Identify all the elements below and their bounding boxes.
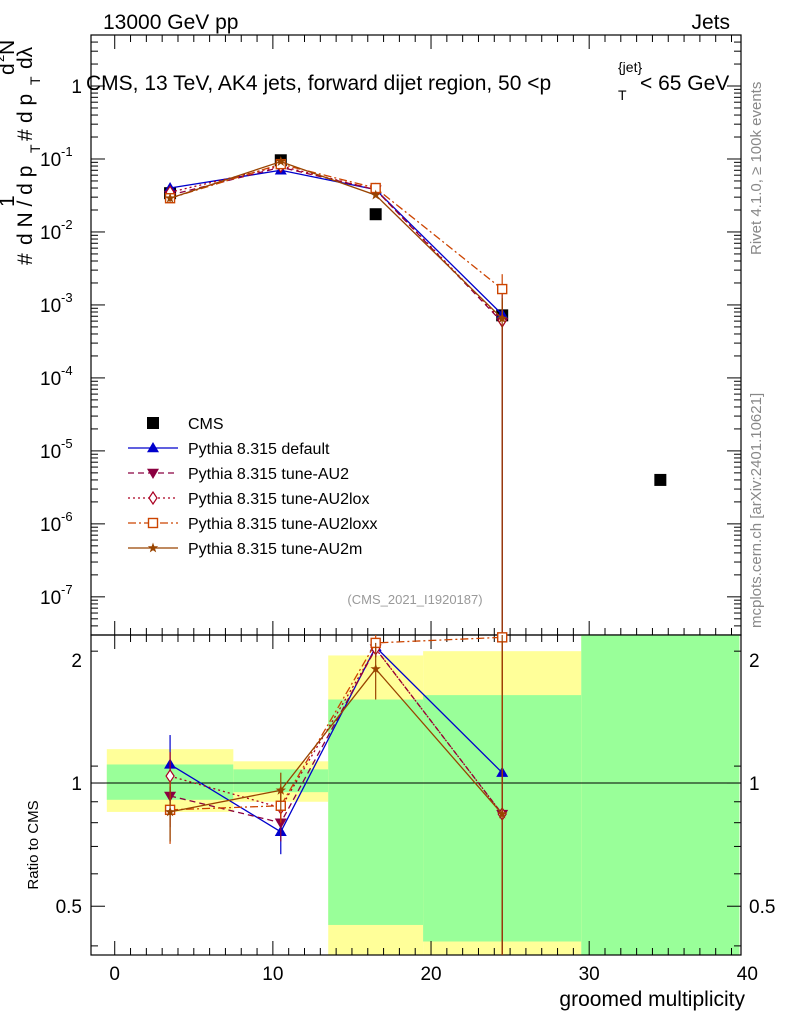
y-tick-exponent: -5 bbox=[61, 436, 73, 451]
legend-marker bbox=[148, 490, 158, 506]
legend-marker bbox=[147, 417, 159, 429]
legend-marker bbox=[147, 542, 159, 553]
title-sub-t: T bbox=[618, 87, 627, 103]
y-tick-exponent: -3 bbox=[61, 290, 73, 305]
green-band-2 bbox=[328, 699, 424, 925]
header-left: 13000 GeV pp bbox=[103, 11, 238, 34]
legend-marker bbox=[147, 517, 159, 529]
legend-marker bbox=[147, 468, 159, 479]
data-point bbox=[275, 156, 286, 167]
y-tick-exponent: -4 bbox=[61, 363, 73, 378]
series-3 bbox=[165, 158, 507, 635]
ylabel-sup2: 2 bbox=[0, 55, 7, 62]
legend-label: Pythia 8.315 default bbox=[188, 441, 330, 458]
ratio-point bbox=[275, 784, 286, 795]
title-tail: < 65 GeV bbox=[640, 72, 729, 95]
y-tick-exponent: -1 bbox=[61, 144, 73, 159]
data-point bbox=[164, 192, 176, 203]
y-tick-label: 10 bbox=[40, 588, 61, 609]
x-axis-label: groomed multiplicity bbox=[559, 988, 745, 1011]
ylabel-t1: T bbox=[27, 144, 43, 153]
ratio-ylabel: Ratio to CMS bbox=[25, 800, 42, 889]
ylabel-den: d N / d p bbox=[14, 166, 37, 245]
y-tick-label: 10 bbox=[40, 515, 61, 536]
legend-label: Pythia 8.315 tune-AU2lox bbox=[188, 491, 369, 508]
ylabel-t2: T bbox=[27, 76, 43, 85]
legend-label: Pythia 8.315 tune-AU2loxx bbox=[188, 516, 377, 533]
green-band-4 bbox=[581, 635, 740, 955]
ratio-series-4 bbox=[164, 635, 508, 955]
side-label-top: Rivet 4.1.0, ≥ 100k events bbox=[748, 82, 765, 255]
y-tick-label: 10 bbox=[40, 369, 61, 390]
title-text: CMS, 13 TeV, AK4 jets, forward dijet reg… bbox=[86, 72, 551, 95]
y-tick-exponent: -7 bbox=[61, 582, 73, 597]
ratio-frame bbox=[90, 634, 742, 956]
ratio-y-tick-label-right: 2 bbox=[749, 651, 760, 672]
ylabel-hash1: # bbox=[14, 253, 37, 265]
data-point bbox=[654, 473, 667, 486]
y-tick-exponent: -2 bbox=[61, 217, 73, 232]
title-sup-jet: {jet} bbox=[618, 59, 642, 75]
series-0 bbox=[164, 154, 667, 486]
ratio-y-tick-label: 0.5 bbox=[56, 897, 82, 918]
series-1 bbox=[164, 164, 509, 635]
ratio-y-tick-label-right: 0.5 bbox=[749, 897, 775, 918]
x-tick-label: 40 bbox=[737, 964, 758, 985]
x-tick-label: 10 bbox=[262, 964, 283, 985]
main-title: CMS, 13 TeV, AK4 jets, forward dijet reg… bbox=[86, 59, 729, 103]
series-5 bbox=[164, 156, 508, 635]
main-panel: 110-110-210-310-410-510-610-7 bbox=[40, 34, 742, 649]
header-right: Jets bbox=[691, 11, 730, 34]
series-line bbox=[169, 163, 503, 290]
side-label-bottom: mcplots.cern.ch [arXiv:2401.10621] bbox=[748, 393, 765, 628]
series-line bbox=[169, 165, 503, 322]
main-ylabel: # 1 d N / d p T # d 2 N d p T dλ bbox=[0, 40, 43, 265]
ratio-point bbox=[164, 806, 176, 817]
ylabel-hash2: # bbox=[14, 129, 37, 141]
series-line bbox=[169, 160, 503, 320]
legend-marker bbox=[147, 442, 159, 453]
series-line bbox=[169, 166, 503, 323]
y-tick-label: 10 bbox=[40, 150, 61, 171]
ylabel-dpt: d p bbox=[14, 94, 37, 123]
y-tick-label: 10 bbox=[40, 223, 61, 244]
data-point bbox=[496, 283, 508, 295]
ylabel-n: N bbox=[0, 40, 19, 55]
series-line bbox=[169, 169, 503, 315]
ratio-line bbox=[169, 667, 503, 815]
ratio-y-tick-label: 2 bbox=[71, 651, 82, 672]
data-point bbox=[370, 189, 381, 200]
ylabel-d: d bbox=[0, 63, 19, 75]
ratio-y-tick-label-right: 1 bbox=[749, 774, 760, 795]
legend-label: Pythia 8.315 tune-AU2m bbox=[188, 541, 362, 558]
ratio-y-tick-label: 1 bbox=[71, 774, 82, 795]
analysis-watermark: (CMS_2021_I1920187) bbox=[347, 592, 482, 607]
ratio-line bbox=[169, 647, 503, 824]
y-tick-label: 10 bbox=[40, 296, 61, 317]
ylabel-dl: dλ bbox=[14, 46, 37, 69]
y-tick-label: 1 bbox=[71, 77, 82, 98]
x-tick-label: 30 bbox=[579, 964, 600, 985]
series-2 bbox=[164, 163, 509, 635]
ratio-point bbox=[370, 663, 381, 674]
ratio-line bbox=[169, 645, 503, 833]
legend-label: Pythia 8.315 tune-AU2 bbox=[188, 466, 349, 483]
x-tick-label: 0 bbox=[109, 964, 120, 985]
data-point bbox=[369, 208, 382, 221]
y-tick-label: 10 bbox=[40, 442, 61, 463]
legend: CMS Pythia 8.315 default Pythia 8.315 tune… bbox=[128, 416, 377, 558]
legend-label: CMS bbox=[188, 416, 224, 433]
data-point bbox=[497, 313, 508, 323]
ratio-line bbox=[170, 636, 503, 811]
ylabel-one: 1 bbox=[0, 195, 19, 207]
ratio-point bbox=[497, 808, 508, 819]
y-tick-exponent: -6 bbox=[61, 509, 73, 524]
ratio-panel: 0 10 20 30 40 0.5 0.5 1 1 2 2 bbox=[56, 632, 775, 985]
x-tick-label: 20 bbox=[420, 964, 441, 985]
